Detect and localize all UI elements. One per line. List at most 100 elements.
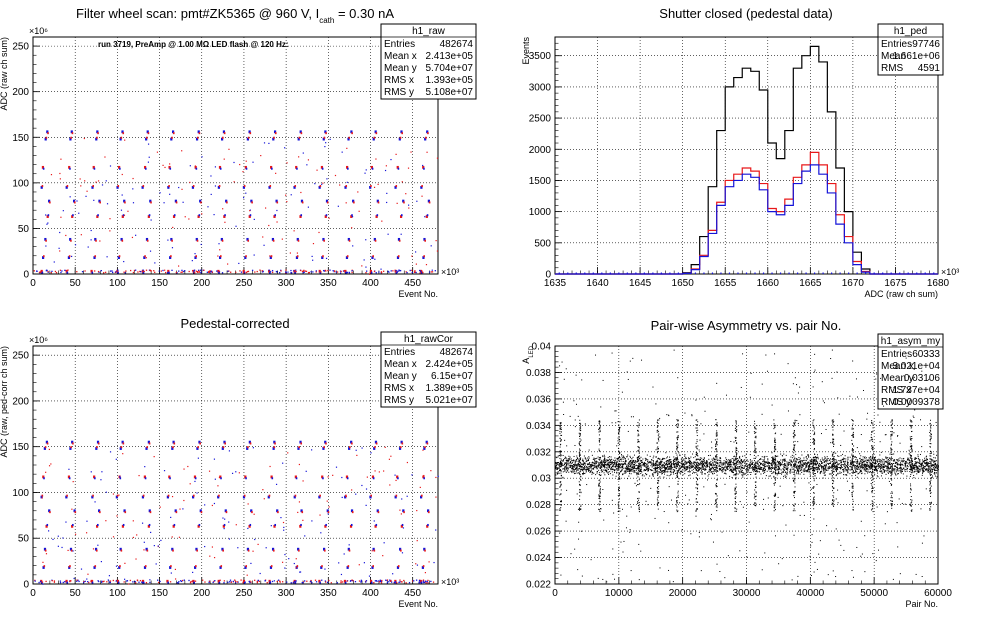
data-point [822,472,824,474]
data-point [252,550,254,552]
data-point [836,465,838,467]
data-point [573,459,575,461]
data-point [251,511,253,514]
data-point [124,139,126,141]
data-point [913,464,915,466]
data-point [737,466,739,468]
data-point [600,464,602,466]
data-point [739,461,741,463]
data-point [649,455,651,457]
data-point [860,469,862,471]
data-point [581,460,583,462]
data-point [299,571,302,573]
data-point [559,470,561,472]
data-point [844,461,846,463]
data-point [94,255,97,258]
data-point [888,468,890,470]
data-point [700,470,702,472]
data-point [142,581,144,584]
data-point [881,464,883,466]
data-point [406,271,408,274]
data-point [735,469,737,471]
data-point [148,509,151,513]
data-point [392,573,394,575]
data-point [863,463,865,465]
data-point [117,271,119,274]
data-point [557,473,559,475]
data-point [703,463,705,465]
data-point [894,472,896,474]
data-point [862,467,864,469]
data-point [646,464,648,466]
data-point [560,464,562,466]
data-point [737,457,739,459]
data-point [571,468,573,470]
data-point [914,457,916,459]
data-point [584,466,586,468]
data-point [289,252,291,254]
data-point [752,461,754,463]
data-point [106,581,108,583]
data-point [882,468,884,470]
data-point [773,463,775,465]
data-point [729,475,731,477]
data-point [340,573,343,576]
data-point [719,465,721,467]
data-point [921,464,923,466]
data-point [813,467,815,469]
y-axis-label-main: Events [521,37,531,65]
data-point [825,467,827,469]
data-point [790,463,792,465]
data-point [832,462,834,464]
data-point [247,503,249,505]
data-point [776,469,778,471]
data-point [123,581,125,583]
data-point [658,468,660,470]
data-point [894,468,896,470]
data-point [436,157,439,159]
data-point [229,579,232,581]
data-point [160,270,162,272]
data-point [172,524,175,528]
x-tick-label: 400 [362,278,379,289]
data-point [197,524,200,528]
data-point [644,473,646,475]
data-point [575,471,577,473]
data-point [345,202,347,204]
data-point [371,566,374,569]
data-point [557,467,559,469]
data-point [69,137,72,141]
data-point [629,463,631,465]
data-point [320,165,324,169]
data-point [322,447,325,450]
data-point [214,166,217,168]
data-point [424,446,426,449]
data-point [146,446,149,449]
data-point [795,461,797,463]
data-point [824,474,826,476]
data-point [43,477,45,480]
data-point [36,270,38,272]
data-point [843,459,845,461]
data-point [809,469,811,471]
data-point [564,468,566,470]
data-point [155,563,157,565]
data-point [707,466,709,468]
data-point [377,183,379,185]
data-point [431,271,434,273]
data-point [671,461,673,463]
data-point [845,470,847,472]
data-point [825,460,827,462]
data-point [378,580,380,582]
data-point [48,199,51,203]
data-point [913,467,915,469]
data-point [390,579,392,582]
data-point [907,467,909,469]
data-point [336,582,338,584]
data-point [745,453,747,455]
baseline-marker [788,272,790,274]
data-point [608,473,610,475]
data-point [80,568,83,570]
data-point [840,459,842,461]
data-point [346,147,348,149]
